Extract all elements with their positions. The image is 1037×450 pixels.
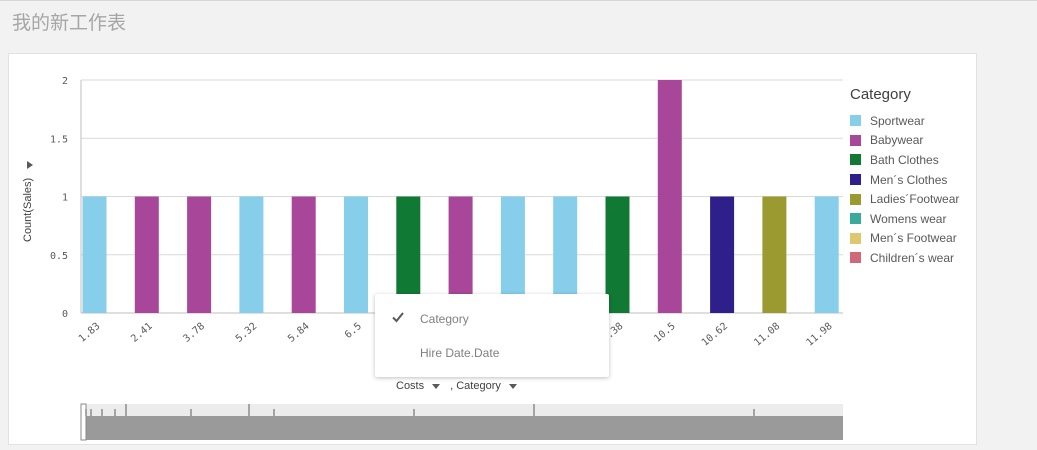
x-tick-label: 5.84: [286, 321, 312, 345]
legend-label: Men´s Footwear: [870, 231, 957, 246]
x-tick-label: 2.41: [129, 321, 155, 345]
y-tick-label: 0: [62, 309, 68, 320]
legend-item[interactable]: Men´s Clothes: [850, 170, 959, 190]
legend-label: Ladies´Footwear: [870, 192, 960, 207]
legend-item[interactable]: Ladies´Footwear: [850, 189, 959, 209]
legend-label: Bath Clothes: [870, 152, 939, 167]
y-tick-label: 0.5: [50, 251, 68, 262]
y-axis-caret-icon[interactable]: [27, 161, 33, 169]
y-tick-label: 1.5: [50, 134, 68, 145]
bar[interactable]: [448, 196, 473, 314]
bar[interactable]: [605, 196, 630, 314]
x-dim-costs-label[interactable]: Costs: [396, 380, 425, 392]
legend-item[interactable]: Sportwear: [850, 111, 959, 131]
bar[interactable]: [396, 196, 421, 314]
bar[interactable]: [344, 196, 368, 314]
y-tick-label: 1: [62, 193, 68, 204]
bar[interactable]: [762, 196, 787, 314]
bar[interactable]: [553, 196, 578, 314]
legend-label: Sportwear: [870, 113, 925, 128]
top-divider: [0, 0, 1037, 1]
x-tick-label: 1.83: [77, 321, 103, 345]
bar[interactable]: [187, 196, 212, 314]
legend-swatch: [850, 213, 861, 225]
dimension-dropdown-menu: Category Hire Date.Date: [375, 294, 609, 377]
legend-item[interactable]: Womens wear: [850, 209, 959, 229]
legend-item[interactable]: Babywear: [850, 131, 959, 151]
legend-label: Womens wear: [870, 211, 947, 226]
chevron-down-icon[interactable]: [508, 383, 517, 389]
x-tick-label: 10.62: [700, 321, 730, 349]
scrollbar[interactable]: [81, 416, 843, 440]
x-dim-category-label[interactable]: , Category: [450, 380, 501, 392]
y-tick-label: 2: [62, 76, 68, 87]
bar[interactable]: [657, 80, 682, 313]
legend-label: Children´s wear: [870, 250, 955, 265]
bar[interactable]: [814, 196, 839, 314]
checkmark-icon: [392, 312, 404, 323]
legend-label: Men´s Clothes: [870, 172, 948, 187]
legend-swatch: [850, 232, 861, 244]
legend-label: Babywear: [870, 133, 924, 148]
x-dimension-selector[interactable]: Costs , Category: [396, 380, 527, 392]
legend-swatch: [850, 174, 861, 186]
legend-swatch: [850, 154, 861, 166]
mini-chart-track: [81, 404, 843, 416]
legend-swatch: [850, 252, 861, 264]
x-tick-label: 10.5: [652, 321, 678, 345]
legend-item[interactable]: Bath Clothes: [850, 150, 959, 170]
menu-item-category[interactable]: Category: [420, 312, 469, 326]
bar[interactable]: [134, 196, 159, 314]
bar[interactable]: [82, 196, 107, 314]
legend-swatch: [850, 193, 861, 205]
sheet-title: 我的新工作表: [12, 12, 127, 34]
legend-swatch: [850, 134, 861, 146]
legend-title: Category: [850, 86, 911, 103]
y-axis-label[interactable]: Count(Sales): [22, 177, 34, 242]
legend-swatch: [850, 115, 861, 127]
bar[interactable]: [500, 196, 525, 314]
legend-item[interactable]: Men´s Footwear: [850, 229, 959, 249]
legend-item[interactable]: Children´s wear: [850, 248, 959, 268]
x-tick-label: 6.5: [343, 321, 364, 341]
x-tick-label: 5.32: [234, 321, 260, 345]
chevron-down-icon[interactable]: [432, 383, 441, 389]
bar[interactable]: [710, 196, 735, 314]
bar[interactable]: [291, 196, 316, 314]
x-tick-label: 11.08: [752, 321, 782, 349]
bar[interactable]: [239, 196, 264, 314]
menu-item-hire-date[interactable]: Hire Date.Date: [420, 346, 500, 360]
x-tick-label: 11.98: [804, 321, 834, 349]
legend: Category Sportwear Babywear Bath Clothes Me…: [850, 86, 959, 268]
scrollbar-handle[interactable]: [80, 403, 87, 441]
x-tick-label: 3.78: [182, 321, 208, 345]
